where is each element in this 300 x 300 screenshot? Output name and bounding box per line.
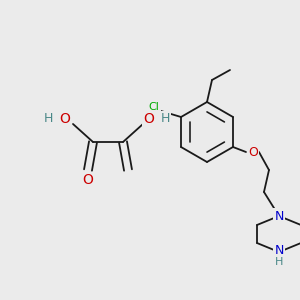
Text: O: O: [248, 146, 258, 158]
Text: H: H: [275, 257, 283, 267]
Text: O: O: [144, 112, 154, 126]
Text: H: H: [160, 112, 170, 125]
Text: Cl: Cl: [148, 102, 160, 112]
Text: H: H: [43, 112, 53, 125]
Text: N: N: [274, 244, 284, 256]
Text: N: N: [274, 209, 284, 223]
Text: O: O: [60, 112, 70, 126]
Text: O: O: [82, 173, 93, 187]
